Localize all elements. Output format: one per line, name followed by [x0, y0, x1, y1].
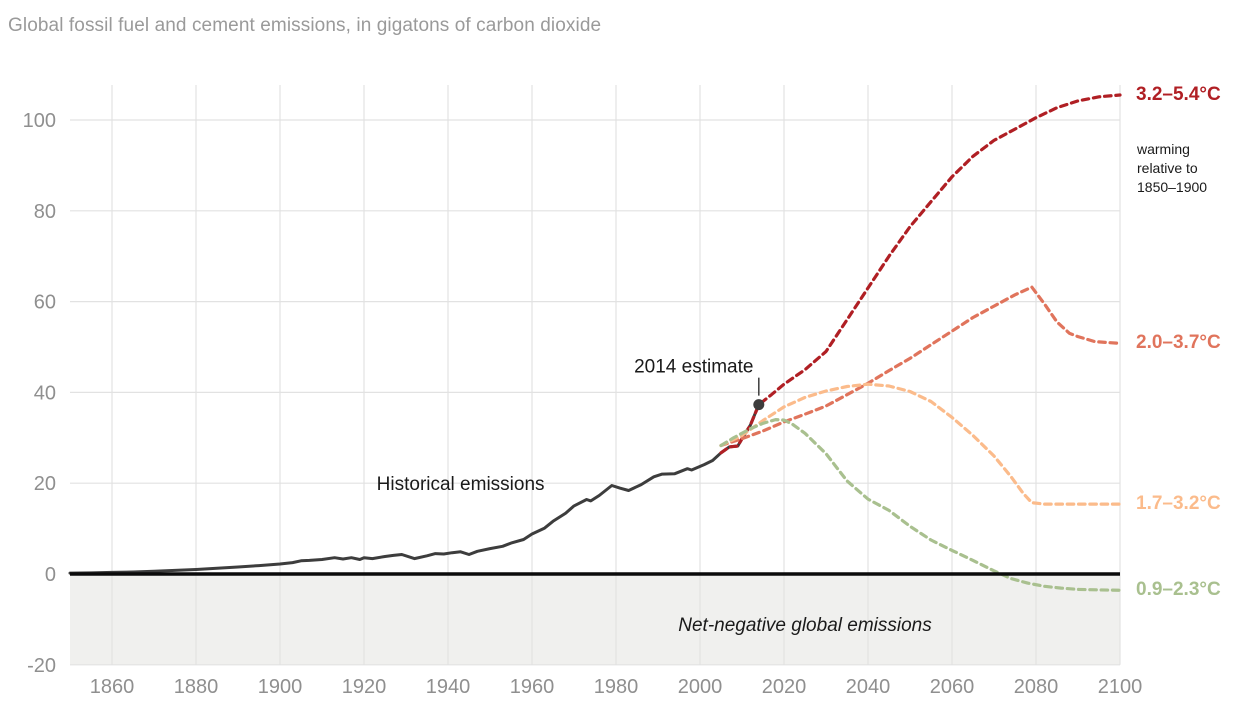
scenario-label-mid-high: 2.0–3.7°C [1136, 332, 1221, 354]
scenario-label-mid-low: 1.7–3.2°C [1136, 493, 1221, 515]
y-tick-label: 60 [34, 292, 56, 314]
x-tick-label: 2000 [678, 676, 723, 698]
x-tick-label: 1900 [258, 676, 303, 698]
x-tick-label: 1860 [90, 676, 135, 698]
x-axis-labels: 1860 1880 1900 1920 1940 1960 1980 2000 2020 2040… [90, 676, 1143, 698]
chart-title: Global fossil fuel and cement emissions,… [8, 15, 602, 36]
x-tick-label: 1920 [342, 676, 387, 698]
net-negative-label: Net-negative global emissions [678, 615, 932, 636]
y-tick-label: 20 [34, 473, 56, 495]
estimate-2014-marker [753, 399, 765, 411]
x-tick-label: 2020 [762, 676, 807, 698]
series-scenario-mid-low [719, 382, 1122, 506]
series-scenario-low [719, 418, 1122, 592]
x-tick-label: 2100 [1098, 676, 1143, 698]
series-scenario-mid-high [719, 285, 1122, 448]
warming-note-line-2: relative to [1137, 160, 1198, 177]
x-tick-label: 1980 [594, 676, 639, 698]
series-scenario-high [719, 93, 1122, 455]
y-axis-labels: -20 0 20 40 60 80 100 [23, 110, 56, 677]
warming-note-line-3: 1850–1900 [1137, 179, 1208, 196]
gridlines [70, 85, 1121, 666]
scenario-label-low: 0.9–2.3°C [1136, 579, 1221, 601]
scenario-label-high: 3.2–5.4°C [1136, 84, 1221, 106]
y-tick-label: 40 [34, 382, 56, 404]
warming-note-line-1: warming [1137, 141, 1190, 158]
estimate-2014-label: 2014 estimate [634, 357, 753, 378]
x-tick-label: 1940 [426, 676, 471, 698]
y-tick-label: 100 [23, 110, 56, 132]
y-tick-label: 80 [34, 201, 56, 223]
x-tick-label: 2040 [846, 676, 891, 698]
x-tick-label: 2060 [930, 676, 975, 698]
x-tick-label: 2080 [1014, 676, 1059, 698]
x-tick-label: 1880 [174, 676, 219, 698]
x-tick-label: 1960 [510, 676, 555, 698]
y-tick-label: -20 [27, 655, 56, 677]
warming-note: warming relative to 1850–1900 [1137, 140, 1207, 197]
y-tick-label: 0 [45, 564, 56, 586]
historical-emissions-label: Historical emissions [377, 474, 545, 495]
series-historical [68, 403, 761, 575]
net-negative-region [70, 574, 1120, 665]
